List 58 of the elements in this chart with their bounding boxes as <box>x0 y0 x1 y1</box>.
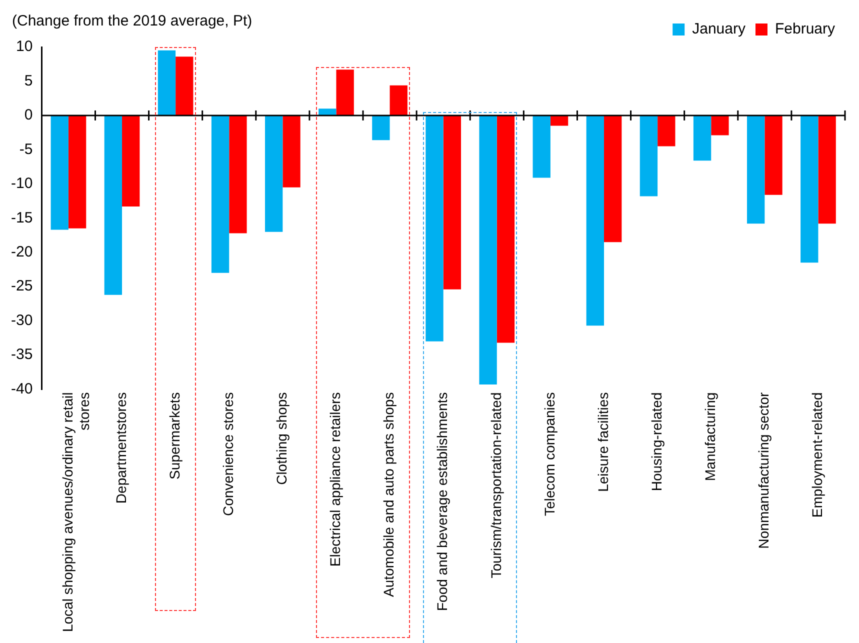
x-tick-label: Tourism/transportation-related <box>488 392 504 578</box>
bar <box>496 115 515 343</box>
bar <box>532 115 550 178</box>
legend-label: January <box>692 20 746 38</box>
bar <box>336 70 354 116</box>
x-tick-label: Leisure facilities <box>594 392 611 492</box>
x-tick-label: Convenience stores <box>220 392 236 516</box>
bar <box>229 115 247 234</box>
x-tick-label: Nonmanufacturing sector <box>756 392 772 549</box>
y-tick-label: -40 <box>10 380 33 398</box>
bar <box>211 115 230 273</box>
bar <box>550 115 568 126</box>
bar <box>764 115 782 195</box>
x-tick-label: Clothing shops <box>274 392 290 485</box>
y-tick-label: -15 <box>10 209 33 226</box>
y-tick-label: 0 <box>24 106 33 124</box>
x-tick-label: Manufacturing <box>702 392 718 482</box>
bar <box>586 115 604 326</box>
x-tick-label: Local shopping avenues/ordinary retail stores <box>59 392 92 632</box>
y-tick-label: -35 <box>10 346 33 364</box>
bar <box>479 115 497 384</box>
bar <box>122 115 140 207</box>
bar <box>443 115 462 290</box>
y-tick-label: -5 <box>19 140 33 158</box>
y-tick-label: -20 <box>10 244 33 261</box>
bar <box>372 115 390 140</box>
x-tick-label: Electrical appliance retailers <box>327 392 344 567</box>
x-tick-label: Automobile and auto parts shops <box>380 392 397 597</box>
bar <box>104 115 122 295</box>
bar <box>800 115 818 263</box>
y-axis-title: (Change from the 2019 average, Pt) <box>12 12 252 30</box>
bar <box>818 115 836 224</box>
y-tick-label: 5 <box>24 72 33 90</box>
x-tick-label: Food and beverage establishments <box>434 392 450 611</box>
bar <box>426 115 444 342</box>
legend-label: February <box>774 20 836 38</box>
bar <box>390 85 408 116</box>
bar <box>711 115 729 136</box>
bar <box>265 115 283 232</box>
bar <box>50 115 68 230</box>
x-tick-label: Departmentstores <box>112 392 129 504</box>
bar <box>693 115 712 161</box>
bar <box>640 115 658 196</box>
bar <box>604 115 622 242</box>
x-tick-label: Housing-related <box>648 392 664 492</box>
bar <box>176 56 194 116</box>
bar <box>158 50 176 116</box>
bar <box>68 115 86 228</box>
bar <box>746 115 765 224</box>
y-tick-label: -30 <box>10 312 33 329</box>
y-tick-label: 10 <box>16 38 33 56</box>
y-tick-label: -25 <box>10 278 33 295</box>
bar <box>658 115 676 146</box>
x-tick-label: Telecom companies <box>541 392 558 516</box>
x-tick-label: Employment-related <box>809 392 826 518</box>
x-tick-label: Supermarkets <box>166 392 182 480</box>
bar <box>282 115 300 188</box>
y-tick-label: -10 <box>10 175 33 192</box>
